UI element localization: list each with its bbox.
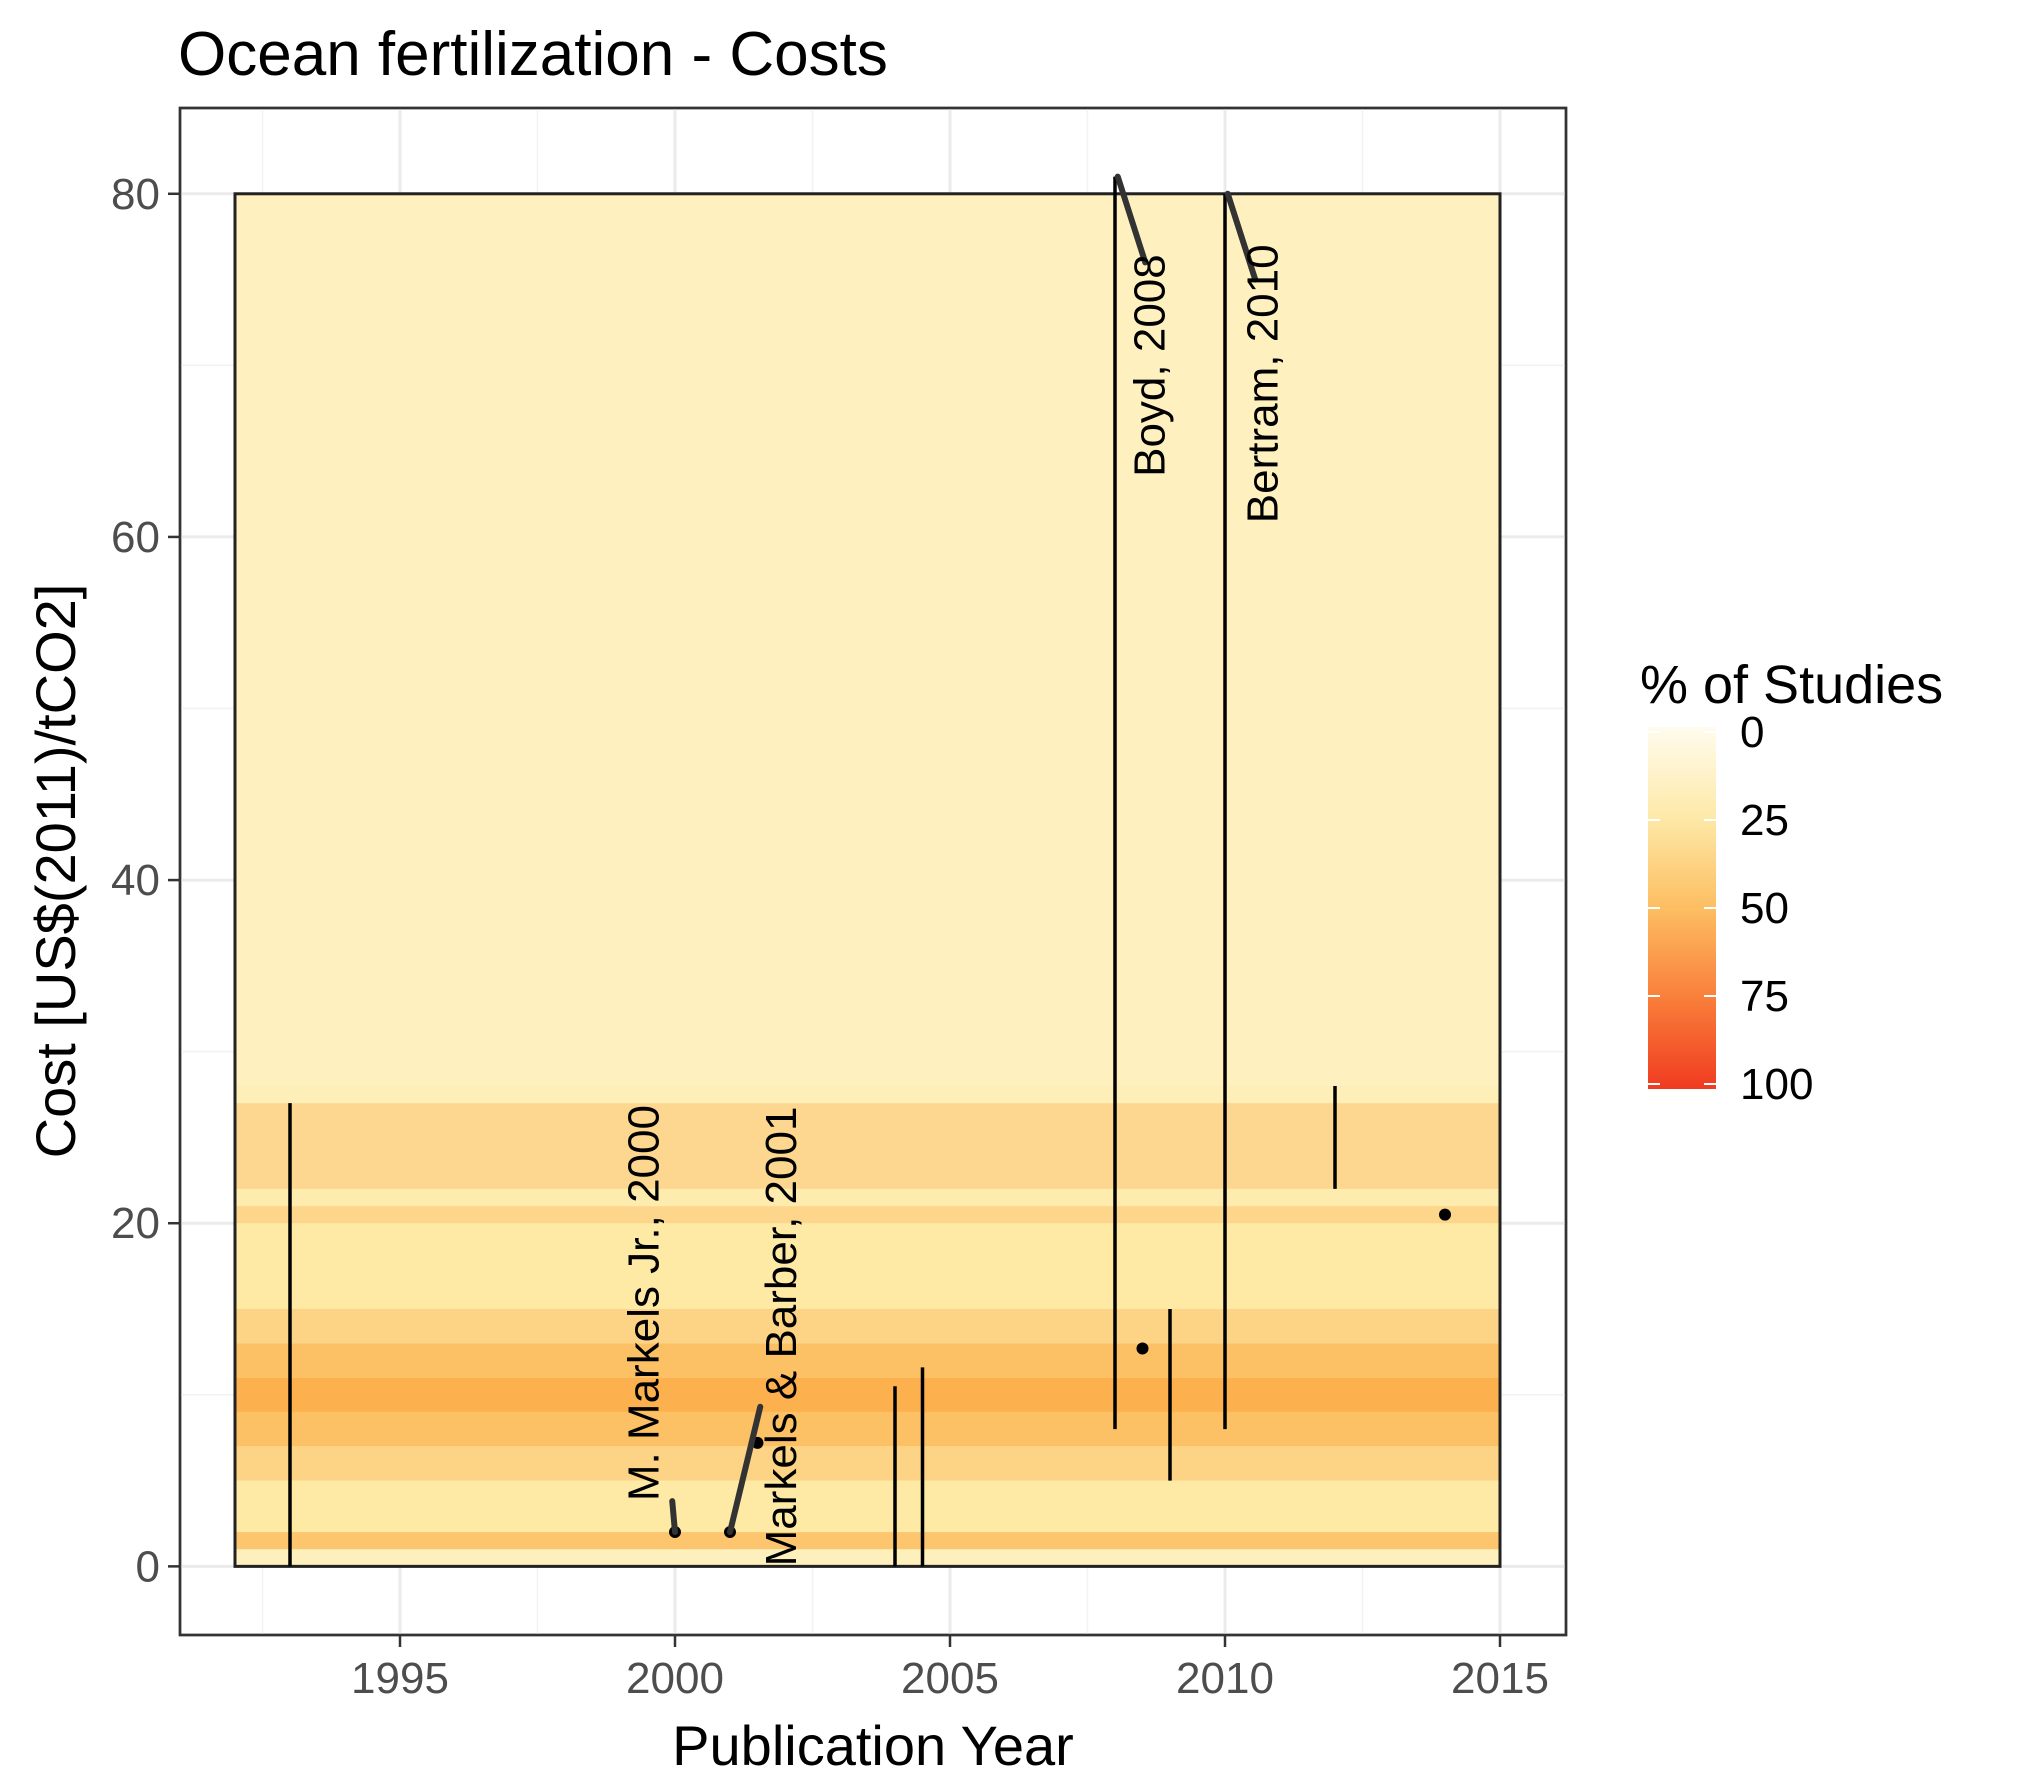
annotation-label: Bertram, 2010: [1238, 244, 1287, 523]
x-tick-label: 1995: [351, 1654, 449, 1703]
annotation-label: Markels & Barber, 2001: [757, 1107, 806, 1567]
annotation-label: M. Markels Jr., 2000: [620, 1105, 669, 1501]
legend-tick-label: 75: [1740, 972, 1789, 1021]
legend-tick-label: 25: [1740, 796, 1789, 845]
study-point: [1439, 1208, 1451, 1221]
legend-tick-label: 0: [1740, 708, 1764, 757]
density-band: [235, 1411, 1500, 1447]
density-band: [235, 1377, 1500, 1412]
annotation-leader-line: [1114, 173, 1149, 266]
legend-tick-label: 50: [1740, 884, 1789, 933]
x-tick-label: 2005: [901, 1654, 999, 1703]
legend-ticks: 0 25 50 75 100: [1648, 708, 1813, 1109]
annotation-leader-line: [727, 1403, 764, 1536]
legend-tick-label: 100: [1740, 1060, 1813, 1109]
density-band: [235, 1480, 1500, 1533]
legend-title: % of Studies: [1640, 655, 1943, 715]
y-axis-label: Cost [US$(2011)/tCO2]: [24, 584, 87, 1159]
x-tick-label: 2015: [1451, 1654, 1549, 1703]
annotation-leader-line: [1224, 190, 1259, 283]
density-band: [235, 1085, 1500, 1104]
y-axis: 0 20 40 60 80: [111, 170, 180, 1591]
study-ranges: [288, 176, 1337, 1567]
y-tick-label: 60: [111, 513, 160, 562]
density-band: [235, 1206, 1500, 1224]
chart-title: Ocean fertilization - Costs: [178, 20, 888, 89]
annotation-leader-line: [669, 1498, 678, 1536]
cost-density-bands: [235, 193, 1500, 1567]
plot-border: [178, 106, 1568, 1637]
y-tick-label: 80: [111, 170, 160, 219]
density-band: [235, 1446, 1500, 1481]
y-tick-label: 0: [136, 1542, 160, 1591]
x-axis: 1995 2000 2005 2010 2015: [351, 1635, 1549, 1703]
study-point: [1136, 1342, 1149, 1355]
density-band: [235, 1103, 1500, 1189]
density-band: [235, 1532, 1500, 1550]
legend: % of Studies 0 25 50 75 100: [1640, 655, 1943, 1109]
cost-range-outline: [233, 192, 1502, 1568]
density-band: [235, 1549, 1500, 1567]
y-tick-label: 20: [111, 1199, 160, 1248]
y-tick-label: 40: [111, 856, 160, 905]
annotation-label: Boyd, 2008: [1126, 254, 1175, 477]
density-band: [235, 1343, 1500, 1378]
x-tick-label: 2000: [626, 1654, 724, 1703]
density-band: [235, 1223, 1500, 1310]
x-tick-label: 2010: [1176, 1654, 1274, 1703]
x-axis-label: Publication Year: [672, 1714, 1074, 1775]
study-annotations: M. Markels Jr., 2000 Markels & Barber, 20…: [620, 173, 1287, 1567]
density-band: [235, 1188, 1500, 1207]
density-band: [235, 1309, 1500, 1344]
